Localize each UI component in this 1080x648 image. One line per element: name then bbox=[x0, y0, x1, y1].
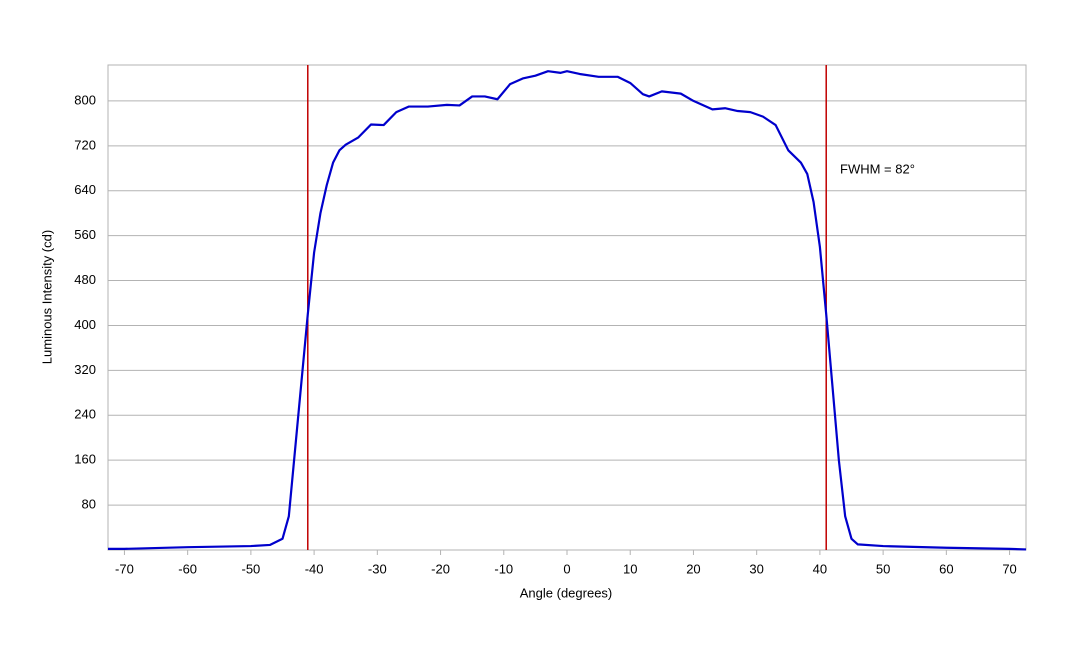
x-tick-label: -50 bbox=[241, 561, 260, 576]
y-tick-label: 240 bbox=[74, 407, 96, 422]
x-tick-label: -40 bbox=[305, 561, 324, 576]
x-tick-label: 70 bbox=[1002, 561, 1016, 576]
x-tick-label: 20 bbox=[686, 561, 700, 576]
annotation: FWHM = 82° bbox=[840, 161, 915, 176]
y-tick-label: 800 bbox=[74, 92, 96, 107]
y-tick-label: 480 bbox=[74, 272, 96, 287]
x-tick-label: -10 bbox=[494, 561, 513, 576]
y-tick-label: 160 bbox=[74, 452, 96, 467]
y-tick-label: 400 bbox=[74, 317, 96, 332]
x-tick-label: -60 bbox=[178, 561, 197, 576]
x-tick-label: 10 bbox=[623, 561, 637, 576]
x-tick-label: -70 bbox=[115, 561, 134, 576]
x-tick-label: 50 bbox=[876, 561, 890, 576]
y-tick-label: 80 bbox=[82, 497, 96, 512]
y-tick-label: 560 bbox=[74, 227, 96, 242]
x-tick-label: 0 bbox=[563, 561, 570, 576]
y-tick-label: 320 bbox=[74, 362, 96, 377]
y-tick-label: 640 bbox=[74, 182, 96, 197]
x-tick-label: 40 bbox=[813, 561, 827, 576]
x-tick-label: 60 bbox=[939, 561, 953, 576]
y-tick-label: 720 bbox=[74, 137, 96, 152]
x-tick-label: 30 bbox=[749, 561, 763, 576]
x-tick-label: -20 bbox=[431, 561, 450, 576]
x-tick-label: -30 bbox=[368, 561, 387, 576]
x-axis-label: Angle (degrees) bbox=[520, 585, 613, 600]
data-line bbox=[108, 70, 1027, 551]
y-axis-label: Luminous Intensity (cd) bbox=[39, 230, 54, 364]
plot-frame bbox=[107, 64, 1027, 551]
